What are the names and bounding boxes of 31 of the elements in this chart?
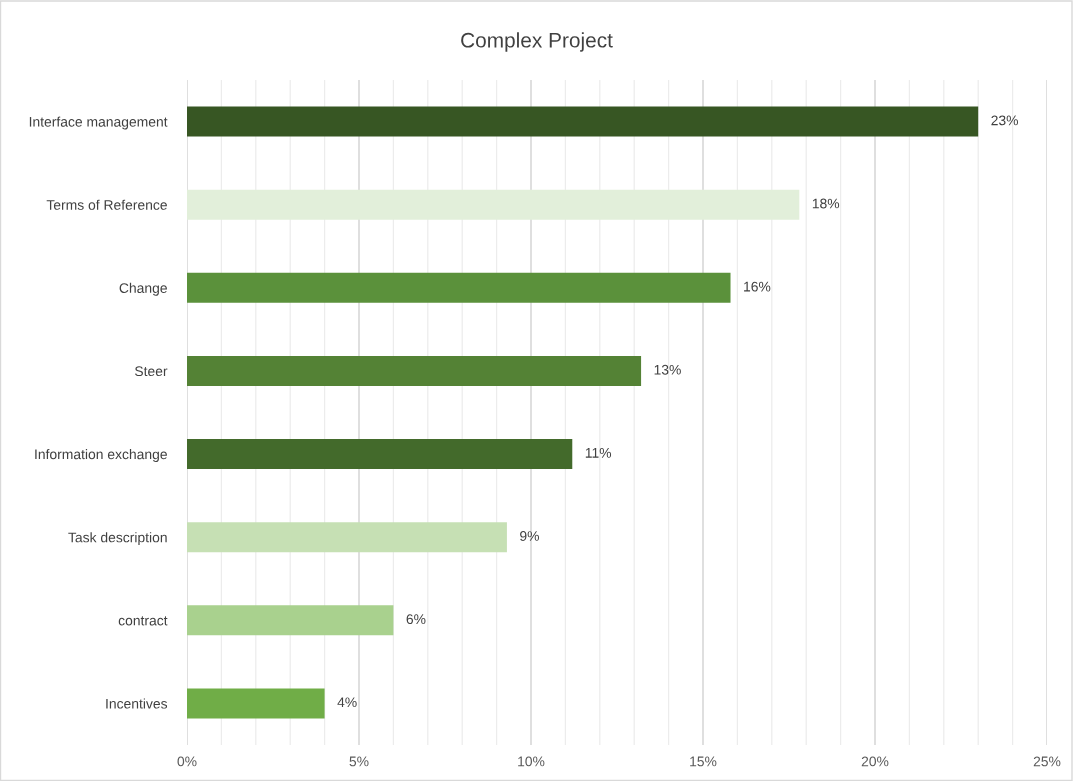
x-tick-label: 10% (518, 756, 545, 767)
y-tick-label: contract (118, 616, 168, 626)
data-label: 13% (654, 364, 681, 375)
y-tick-label: Terms of Reference (46, 199, 167, 210)
y-tick-label: Information exchange (35, 449, 167, 462)
y-tick-label: Change (119, 282, 167, 296)
x-tick-label: 0% (177, 756, 197, 767)
x-tick-label: 5% (349, 756, 369, 767)
data-label: 6% (406, 614, 426, 625)
data-label: 18% (812, 198, 840, 209)
y-tick-label: Steer (134, 366, 168, 377)
bar (187, 605, 394, 636)
bar (187, 355, 642, 386)
bar (187, 189, 800, 220)
bar (187, 522, 507, 553)
data-label: 16% (744, 281, 771, 292)
y-tick-label: Task description (68, 532, 167, 546)
bar (187, 688, 325, 719)
x-tick-label: 20% (861, 756, 889, 767)
data-label: 9% (520, 531, 539, 541)
x-tick-label: 25% (1033, 756, 1061, 767)
data-label: 4% (337, 697, 357, 708)
bar (187, 439, 573, 470)
x-tick-label: 15% (690, 756, 717, 767)
data-label: 11% (585, 448, 612, 458)
chart-title: Complex Project (461, 32, 613, 52)
bar (187, 106, 979, 137)
bar (187, 272, 731, 303)
y-tick-label: Interface management (29, 116, 168, 130)
data-label: 23% (991, 115, 1018, 126)
y-tick-label: Incentives (106, 698, 168, 709)
